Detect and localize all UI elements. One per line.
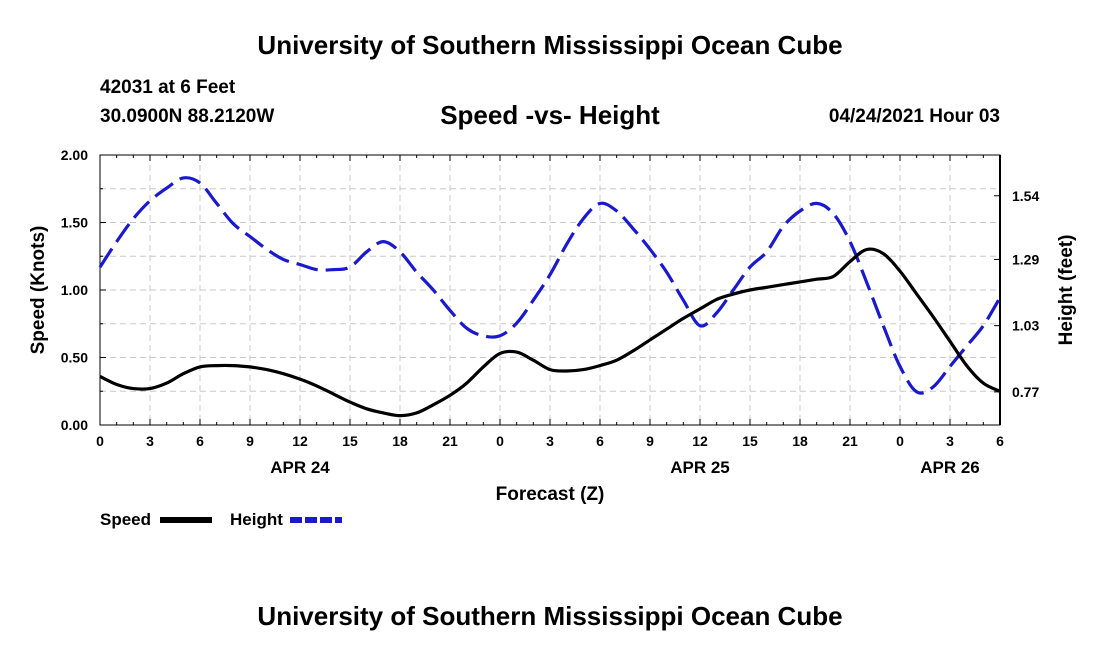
legend: Speed Height	[100, 510, 342, 529]
x-tick-label: 18	[392, 433, 408, 449]
x-tick-label: 0	[96, 433, 104, 449]
y2-tick-label: 1.29	[1012, 251, 1039, 267]
x-tick-label: 6	[996, 433, 1004, 449]
day-label: APR 25	[670, 458, 730, 477]
x-tick-label: 21	[442, 433, 458, 449]
x-tick-label: 6	[196, 433, 204, 449]
legend-speed-label: Speed	[100, 510, 151, 529]
x-axis-label: Forecast (Z)	[496, 484, 605, 505]
speed-series-line	[99, 247, 1001, 418]
x-tick-label: 6	[596, 433, 604, 449]
coordinates-label: 30.0900N 88.2120W	[100, 106, 275, 127]
forecast-datetime: 04/24/2021 Hour 03	[828, 106, 1000, 127]
x-tick-label: 9	[646, 433, 654, 449]
x-tick-label: 15	[742, 433, 758, 449]
y2-axis-label: Height (feet)	[1056, 235, 1077, 346]
x-tick-label: 12	[692, 433, 708, 449]
y-tick-label: 0.00	[61, 417, 88, 433]
x-tick-label: 9	[246, 433, 254, 449]
y-axis-label: Speed (Knots)	[28, 226, 49, 355]
chart-subtitle: Speed -vs- Height	[440, 100, 660, 130]
y2-tick-label: 0.77	[1012, 384, 1039, 400]
y2-tick-label: 1.54	[1012, 188, 1039, 204]
y-tick-label: 0.50	[61, 350, 88, 366]
day-label: APR 24	[270, 458, 330, 477]
height-series-line	[98, 176, 1002, 395]
station-label: 42031 at 6 Feet	[100, 77, 236, 98]
x-tick-label: 12	[292, 433, 308, 449]
axis-ticks: 0 3 6 9 12 15 18 21 0 3 6 9 12 15 18 21 0 3 6 0.00 0.50 1.00 1…	[61, 147, 1040, 477]
legend-height-label: Height	[230, 510, 283, 529]
x-tick-label: 3	[146, 433, 154, 449]
x-tick-label: 15	[342, 433, 358, 449]
x-tick-label: 0	[896, 433, 904, 449]
x-tick-label: 3	[546, 433, 554, 449]
y-tick-label: 1.00	[61, 282, 88, 298]
y2-tick-label: 1.03	[1012, 318, 1039, 334]
grid-lines	[100, 155, 1000, 425]
x-tick-label: 0	[496, 433, 504, 449]
page-title: University of Southern Mississippi Ocean…	[257, 30, 843, 60]
day-label: APR 26	[920, 458, 980, 477]
x-tick-label: 3	[946, 433, 954, 449]
x-tick-label: 21	[842, 433, 858, 449]
y-tick-label: 1.50	[61, 215, 88, 231]
y-tick-label: 2.00	[61, 147, 88, 163]
x-tick-label: 18	[792, 433, 808, 449]
footer-title: University of Southern Mississippi Ocean…	[257, 601, 843, 631]
